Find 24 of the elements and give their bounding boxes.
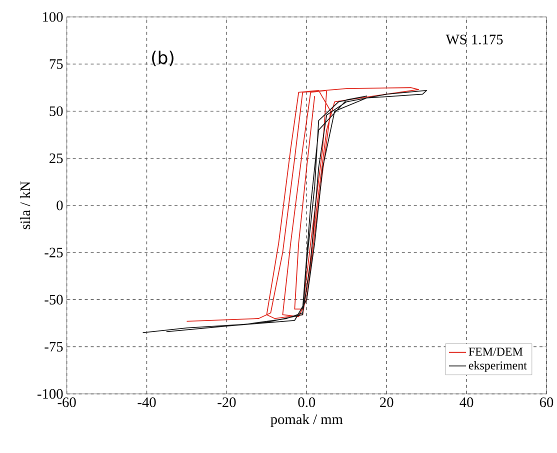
legend-label: FEM/DEM xyxy=(468,348,523,356)
legend-label: eksperiment xyxy=(468,361,527,372)
y-tick-label: -25 xyxy=(44,248,63,258)
annotation: WS 1.175 xyxy=(446,34,503,45)
x-tick-label: 40 xyxy=(460,398,474,408)
y-axis-title: sila / kN xyxy=(20,182,30,230)
y-tick-label: -75 xyxy=(44,342,63,352)
y-tick-label: 75 xyxy=(50,59,63,69)
x-tick-label: 0.0 xyxy=(298,398,316,408)
x-tick-label: 60 xyxy=(540,398,554,408)
line-series xyxy=(186,87,420,322)
y-tick-label: 100 xyxy=(43,12,63,22)
y-tick-label: 25 xyxy=(50,154,63,164)
x-axis-title: pomak / mm xyxy=(270,414,343,428)
y-tick-label: -100 xyxy=(38,389,63,399)
y-tick-label: -50 xyxy=(44,294,63,305)
x-tick-label: -40 xyxy=(138,398,156,408)
x-tick-label: -60 xyxy=(58,398,76,408)
y-tick-label: 0 xyxy=(56,200,63,210)
y-tick-label: 50 xyxy=(50,106,63,116)
annotation: (b) xyxy=(152,50,174,66)
line-series xyxy=(142,90,428,334)
x-tick-label: 20 xyxy=(380,398,394,408)
x-tick-label: -20 xyxy=(218,398,236,408)
